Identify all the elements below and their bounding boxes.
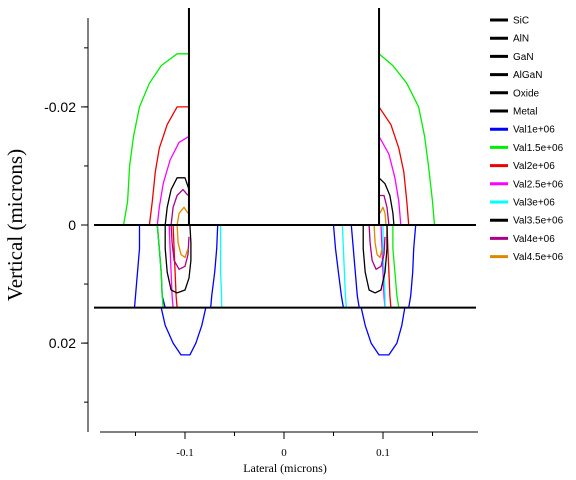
series-Val1.5e+06 [122, 53, 436, 308]
legend-label: GaN [513, 52, 534, 63]
y-tick-label: 0.02 [49, 335, 76, 351]
legend-label: SiC [513, 16, 529, 27]
contour-line [408, 224, 417, 308]
y-tick-label: -0.02 [44, 99, 76, 115]
legend: SiC AlN GaN AlGaN Oxide Metal Val1e+06 Val1.5e+… [490, 16, 564, 263]
contour-line [219, 225, 223, 308]
series-Val3e+06 [219, 224, 386, 308]
series-Val3.5e+06 [164, 177, 395, 294]
x-axis-title: Lateral (microns) [243, 461, 327, 475]
contour-line [380, 224, 386, 308]
y-axis-title: Vertical (microns) [3, 149, 27, 301]
contour-line [392, 225, 400, 308]
contour-line [176, 206, 189, 226]
contour-line [378, 136, 402, 226]
contour-line [380, 194, 390, 226]
contour-line [170, 188, 189, 226]
contour-line [168, 224, 174, 308]
series-Val4.5e+06 [176, 206, 387, 259]
legend-label: Oxide [513, 88, 540, 99]
x-axis-ticks: -0.1 0 0.1 [135, 432, 433, 459]
legend-label: Val2e+06 [513, 161, 555, 172]
x-tick-label: -0.1 [176, 447, 193, 459]
contour-line [378, 106, 410, 226]
series-Val1e+06 [133, 224, 417, 356]
legend-label: Val1e+06 [513, 125, 555, 136]
contour-line [148, 106, 189, 226]
contour-line [164, 177, 190, 226]
contour-line [170, 224, 190, 270]
contour-line [341, 224, 348, 308]
legend-label: AlN [513, 34, 529, 45]
contour-line [373, 224, 383, 259]
contour-line [332, 224, 345, 308]
legend-label: Val3e+06 [513, 198, 555, 209]
legend-label: Val1.5e+06 [513, 143, 564, 154]
legend-label: Val4.5e+06 [513, 252, 564, 263]
contour-line [362, 225, 388, 294]
series-Val2.5e+06 [156, 135, 402, 308]
contour-line [133, 225, 141, 308]
contour-line [350, 224, 360, 308]
legend-label: Val3.5e+06 [513, 216, 564, 227]
y-tick-label: 0 [68, 217, 76, 233]
legend-label: Metal [513, 107, 537, 118]
contour-line [210, 224, 219, 308]
legend-label: Val2.5e+06 [513, 179, 564, 190]
legend-label: AlGaN [513, 70, 542, 81]
contour-line [172, 224, 178, 308]
material-boundaries [94, 8, 476, 309]
contour-line [378, 53, 436, 226]
contour-line [122, 53, 189, 226]
x-tick-label: 0 [281, 447, 287, 459]
series-Val4e+06 [170, 188, 390, 270]
contour-line [379, 206, 387, 226]
contour-line [156, 135, 190, 226]
contour-line [360, 307, 406, 356]
contour-line [156, 224, 164, 308]
contour-line [164, 224, 192, 294]
contour-series [122, 53, 436, 356]
contour-line [160, 307, 207, 356]
y-axis-ticks: -0.02 0 0.02 [44, 47, 88, 403]
contour-line [368, 224, 386, 270]
contour-line [378, 177, 395, 226]
contour-line [382, 225, 386, 308]
legend-label: Val4e+06 [513, 234, 555, 245]
x-tick-label: 0.1 [376, 447, 390, 459]
contour-line [176, 224, 189, 259]
